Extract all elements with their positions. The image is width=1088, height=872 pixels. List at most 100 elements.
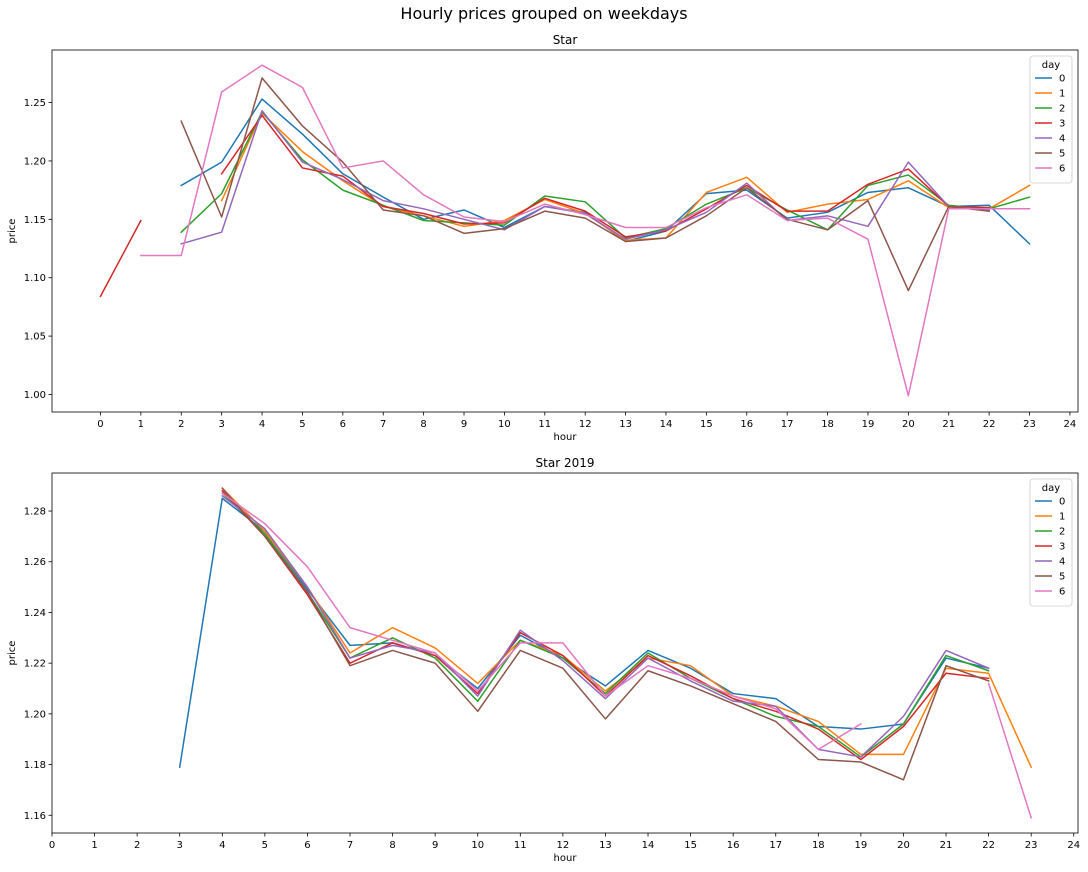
plot-frame xyxy=(51,472,1079,834)
x-tick-label: 18 xyxy=(821,419,834,430)
x-tick-label: 0 xyxy=(49,840,55,851)
x-tick-label: 6 xyxy=(340,419,346,430)
x-tick-label: 1 xyxy=(91,840,97,851)
y-tick-label: 1.16 xyxy=(24,811,46,822)
x-tick-label: 23 xyxy=(1023,419,1036,430)
x-tick-label: 3 xyxy=(218,419,224,430)
y-tick-label: 1.00 xyxy=(24,390,46,401)
x-tick-label: 20 xyxy=(902,419,915,430)
x-tick-label: 8 xyxy=(420,419,426,430)
y-tick-label: 1.05 xyxy=(24,332,46,343)
y-tick-label: 1.10 xyxy=(24,273,46,284)
y-tick-label: 1.15 xyxy=(24,215,46,226)
series-line-1 xyxy=(220,112,1031,242)
series-line-1 xyxy=(221,487,1033,769)
x-tick-label: 24 xyxy=(1064,419,1077,430)
plot-frame xyxy=(51,49,1079,413)
legend-label-5: 5 xyxy=(1059,149,1065,160)
figure-title: Hourly prices grouped on weekdays xyxy=(400,4,688,23)
x-tick-label: 6 xyxy=(304,840,310,851)
legend-box xyxy=(1029,55,1073,184)
series-group xyxy=(99,64,1031,397)
x-tick-label: 5 xyxy=(299,419,305,430)
x-tick-label: 22 xyxy=(983,419,996,430)
x-tick-label: 10 xyxy=(498,419,511,430)
y-tick-label: 1.20 xyxy=(24,156,46,167)
x-tick-label: 3 xyxy=(177,840,183,851)
legend-label-6: 6 xyxy=(1059,587,1065,598)
series-line-3 xyxy=(99,114,990,298)
x-tick-label: 0 xyxy=(97,419,103,430)
x-tick-label: 10 xyxy=(471,840,484,851)
legend-label-4: 4 xyxy=(1059,557,1065,568)
x-tick-label: 5 xyxy=(262,840,268,851)
series-line-0 xyxy=(178,497,990,768)
x-tick-label: 8 xyxy=(389,840,395,851)
series-line-6 xyxy=(221,492,1033,819)
y-tick-label: 1.26 xyxy=(24,557,46,568)
x-tick-label: 15 xyxy=(700,419,713,430)
series-group xyxy=(178,487,1033,819)
chart-title: Star xyxy=(553,33,578,47)
legend-box xyxy=(1029,478,1073,607)
x-tick-label: 12 xyxy=(579,419,592,430)
x-tick-label: 24 xyxy=(1067,840,1080,851)
legend-label-3: 3 xyxy=(1059,542,1065,553)
x-tick-label: 12 xyxy=(557,840,570,851)
x-tick-label: 4 xyxy=(219,840,225,851)
x-tick-label: 11 xyxy=(514,840,527,851)
legend: day 0 1 2 3 4 5 6 xyxy=(1029,478,1073,607)
x-tick-label: 20 xyxy=(897,840,910,851)
legend-label-2: 2 xyxy=(1059,104,1065,115)
y-tick-label: 1.20 xyxy=(24,709,46,720)
x-tick-label: 15 xyxy=(684,840,697,851)
x-tick-label: 14 xyxy=(642,840,655,851)
x-tick-label: 21 xyxy=(940,840,953,851)
y-tick-label: 1.22 xyxy=(24,659,46,670)
x-tick-label: 1 xyxy=(138,419,144,430)
x-tick-label: 9 xyxy=(461,419,467,430)
series-line-5 xyxy=(180,77,990,292)
series-line-4 xyxy=(221,494,990,758)
x-tick-label: 7 xyxy=(347,840,353,851)
x-tick-label: 21 xyxy=(942,419,955,430)
y-tick-label: 1.25 xyxy=(24,98,46,109)
y-tick-label: 1.18 xyxy=(24,760,46,771)
y-axis-label: price xyxy=(7,219,18,244)
legend-label-1: 1 xyxy=(1059,89,1065,100)
chart-title: Star 2019 xyxy=(536,456,595,470)
legend-title: day xyxy=(1042,483,1060,494)
x-tick-label: 18 xyxy=(812,840,825,851)
legend-label-6: 6 xyxy=(1059,164,1065,175)
x-axis-label: hour xyxy=(554,853,578,864)
series-line-6 xyxy=(140,64,1031,397)
x-tick-label: 19 xyxy=(855,840,868,851)
legend-label-5: 5 xyxy=(1059,572,1065,583)
legend-label-0: 0 xyxy=(1059,497,1065,508)
legend-label-3: 3 xyxy=(1059,119,1065,130)
y-tick-label: 1.24 xyxy=(24,608,46,619)
x-tick-label: 4 xyxy=(259,419,265,430)
legend-label-1: 1 xyxy=(1059,512,1065,523)
series-line-2 xyxy=(221,492,990,758)
x-tick-label: 17 xyxy=(769,840,782,851)
series-line-4 xyxy=(180,109,990,245)
x-tick-label: 2 xyxy=(178,419,184,430)
legend-title: day xyxy=(1042,60,1060,71)
x-tick-label: 16 xyxy=(740,419,753,430)
x-tick-label: 13 xyxy=(619,419,632,430)
legend: day 0 1 2 3 4 5 6 xyxy=(1029,55,1073,184)
y-tick-label: 1.28 xyxy=(24,507,46,518)
x-axis-label: hour xyxy=(554,432,578,443)
legend-label-4: 4 xyxy=(1059,134,1065,145)
legend-label-0: 0 xyxy=(1059,74,1065,85)
series-line-2 xyxy=(180,111,1031,239)
y-axis-label: price xyxy=(7,641,18,666)
x-tick-label: 2 xyxy=(134,840,140,851)
x-tick-label: 23 xyxy=(1025,840,1038,851)
series-line-5 xyxy=(221,487,990,781)
